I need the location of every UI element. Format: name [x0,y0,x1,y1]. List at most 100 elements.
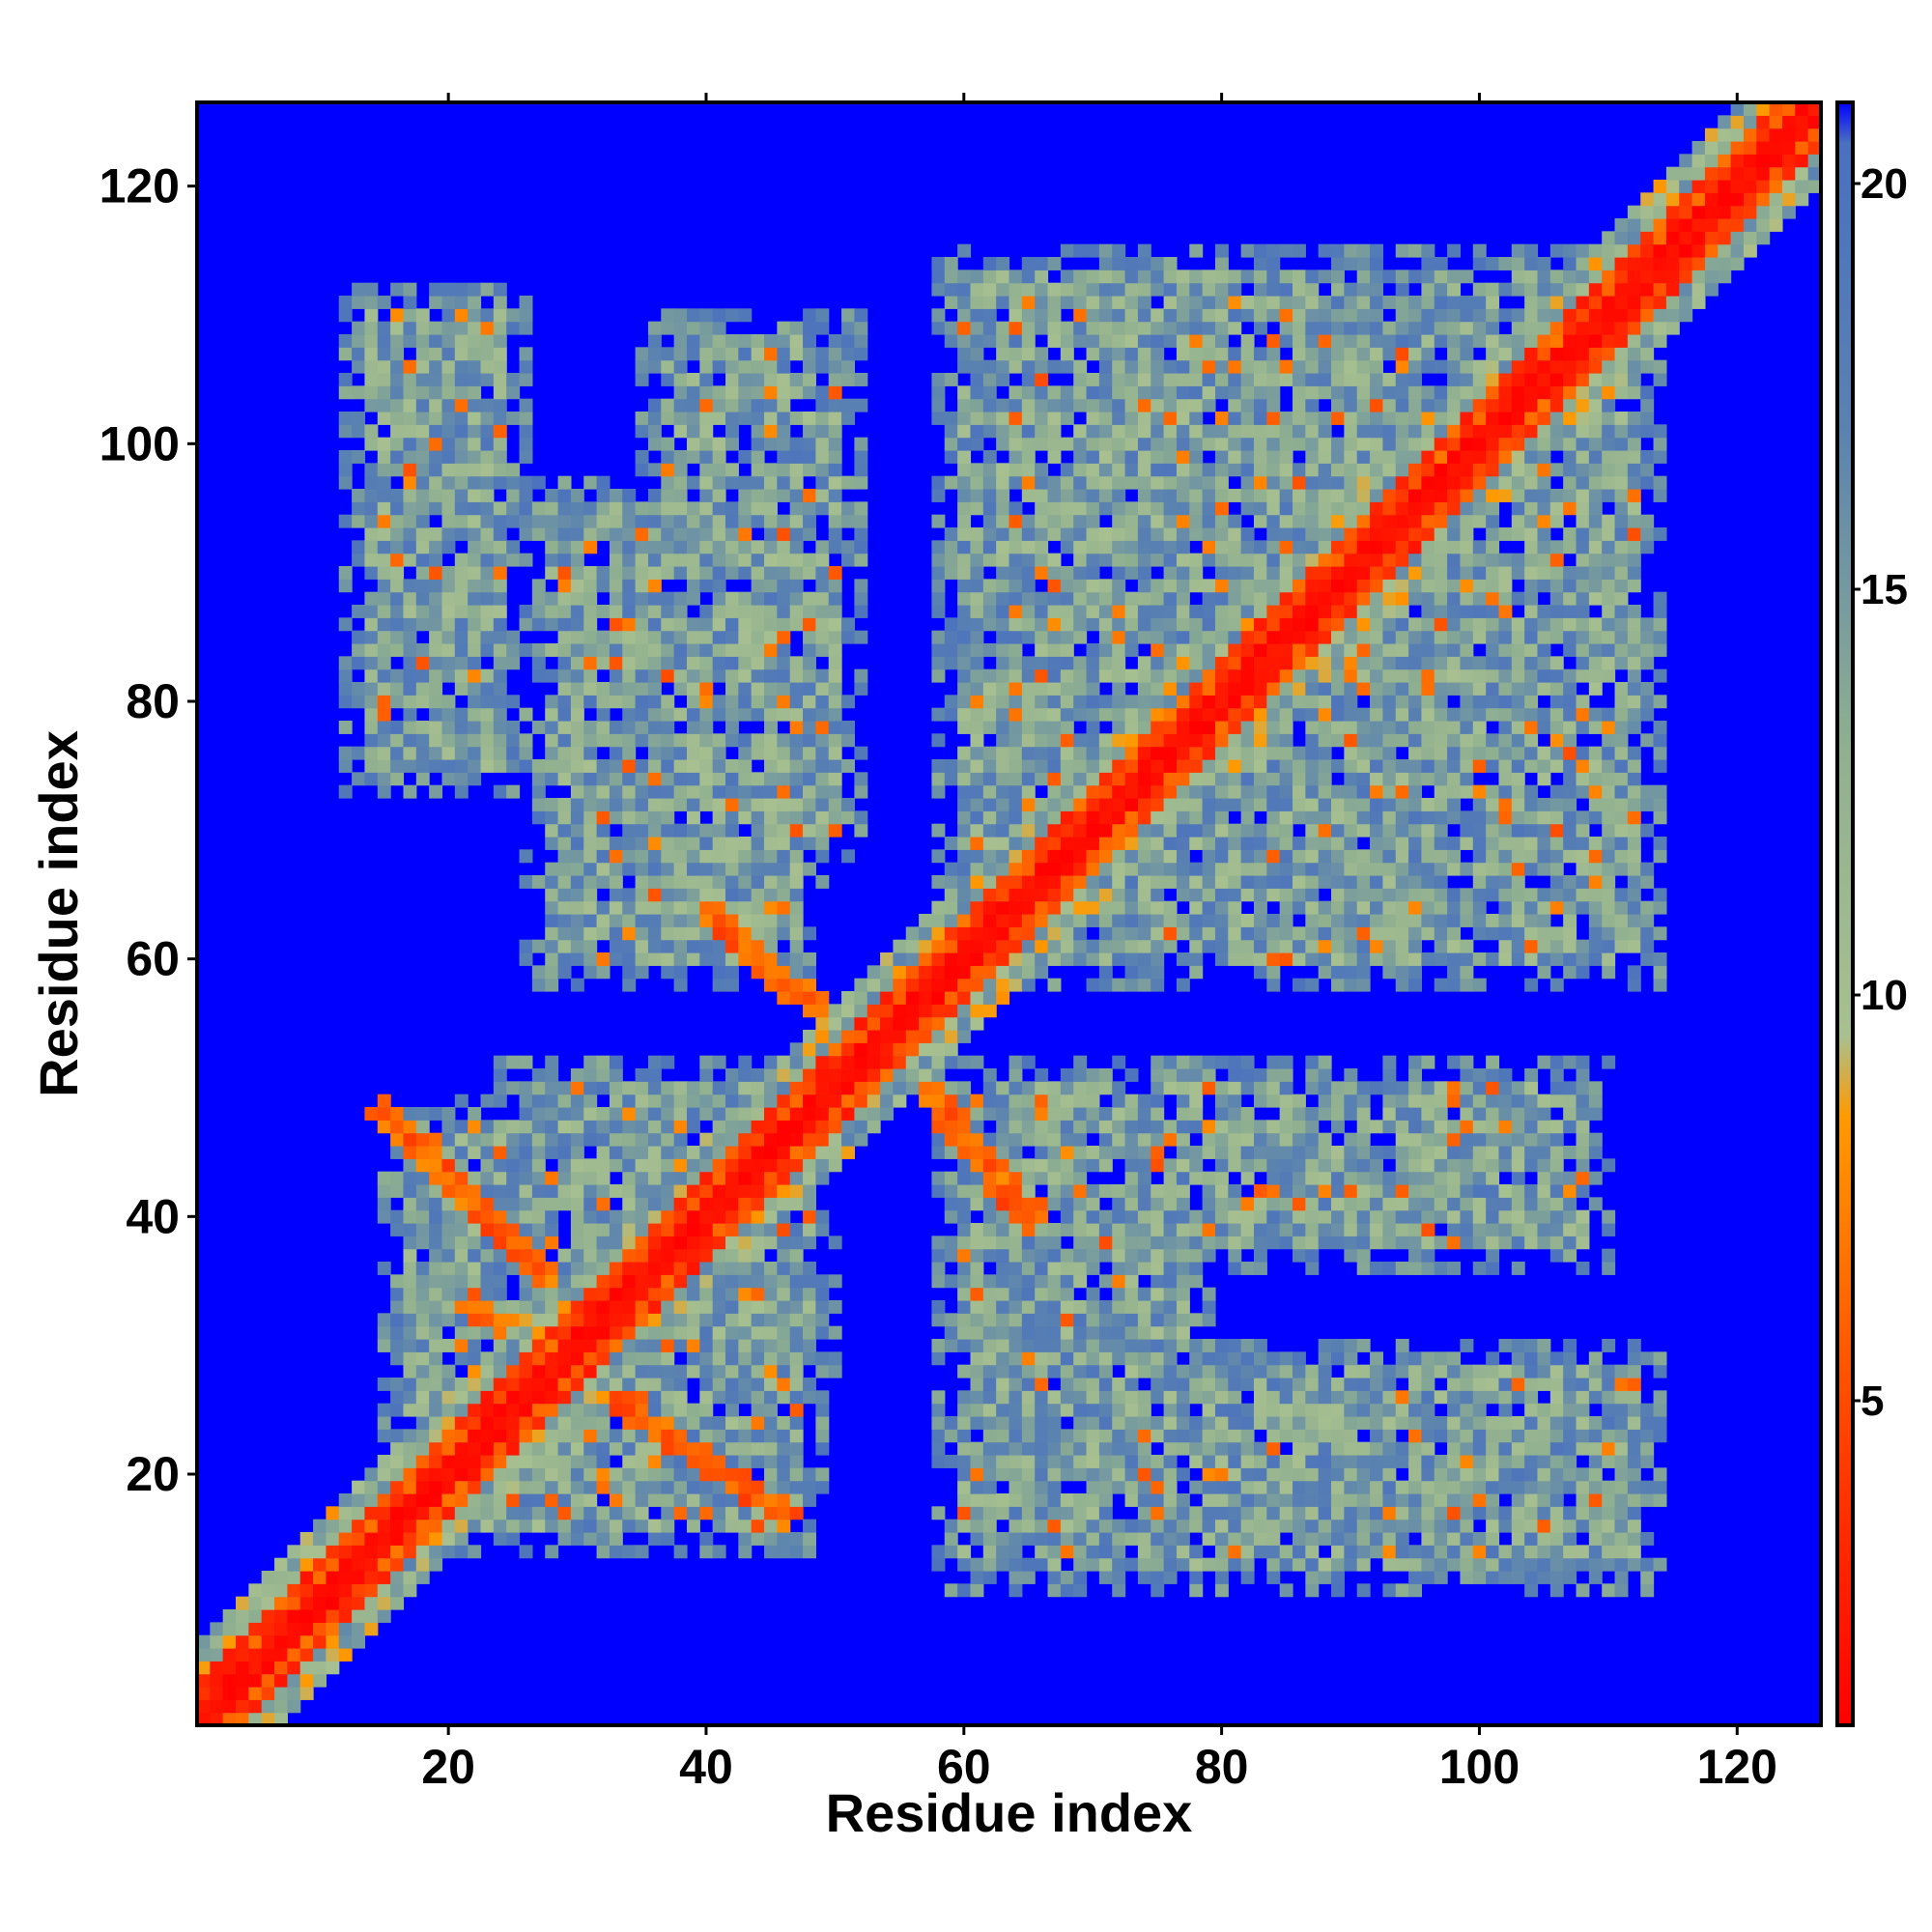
heatmap-cell [1137,656,1151,670]
heatmap-cell [1137,308,1151,323]
heatmap-cell [1151,784,1165,799]
heatmap-cell [557,1416,572,1430]
heatmap-cell [996,321,1010,335]
heatmap-cell [1112,1146,1126,1159]
heatmap-cell [1035,1416,1049,1430]
heatmap-cell [699,450,714,464]
heatmap-cell [415,733,430,748]
heatmap-cell [596,1171,611,1185]
heatmap-cell [506,1378,521,1391]
heatmap-cell [531,1158,546,1173]
heatmap-cell [1163,721,1178,734]
heatmap-cell [944,1197,958,1211]
heatmap-cell [970,1004,984,1018]
heatmap-cell [1098,1455,1113,1468]
heatmap-cell [777,1493,791,1507]
heatmap-cell [1189,707,1204,722]
heatmap-cell [557,849,572,864]
heatmap-cell [1137,282,1151,297]
heatmap-cell [429,1390,443,1405]
heatmap-cell [570,1429,584,1443]
heatmap-cell [724,668,739,683]
heatmap-cell [493,501,507,516]
heatmap-cell [1176,1390,1190,1405]
heatmap-cell [1112,270,1126,284]
heatmap-cell [893,1042,907,1057]
heatmap-cell [1098,1467,1113,1482]
heatmap-cell [867,1107,881,1121]
heatmap-cell [338,347,353,361]
heatmap-cell [751,1197,765,1211]
heatmap-cell [1137,849,1151,864]
heatmap-cell [751,334,765,348]
heatmap-cell [441,605,456,618]
heatmap-cell [545,1120,559,1134]
heatmap-cell [970,643,984,657]
heatmap-cell [415,656,430,670]
heatmap-cell [764,463,778,477]
heatmap-cell [724,463,739,477]
heatmap-cell [1163,1557,1178,1572]
heatmap-cell [415,514,430,528]
heatmap-cell [957,308,972,323]
heatmap-cell [429,721,443,734]
heatmap-cell [1098,862,1113,876]
heatmap-cell [815,1313,830,1327]
heatmap-cell [441,385,456,400]
heatmap-cell [1009,514,1023,528]
heatmap-cell [789,721,804,734]
heatmap-cell [982,553,997,567]
heatmap-cell [777,412,791,425]
heatmap-cell [403,1545,417,1559]
heatmap-cell [1176,1403,1190,1417]
heatmap-cell [1137,1209,1151,1224]
heatmap-cell [982,1287,997,1301]
heatmap-cell [789,1390,804,1405]
heatmap-cell [557,1364,572,1378]
heatmap-cell [789,553,804,567]
heatmap-cell [570,1325,584,1340]
heatmap-cell [635,656,649,670]
heatmap-cell [661,784,675,799]
heatmap-cell [931,991,946,1005]
heatmap-cell [647,798,662,811]
heatmap-cell [545,759,559,773]
heatmap-cell [1202,1236,1216,1250]
heatmap-cell [274,1596,288,1610]
heatmap-cell [1124,321,1139,335]
heatmap-cell [1086,321,1100,335]
heatmap-cell [673,900,688,915]
heatmap-cell [1151,707,1165,722]
heatmap-cell [764,1519,778,1533]
heatmap-cell [468,682,482,696]
heatmap-cell [1035,926,1049,941]
heatmap-cell [764,965,778,980]
heatmap-cell [1137,424,1151,439]
heatmap-cell [1112,605,1126,618]
heatmap-cell [236,1609,249,1623]
heatmap-cell [506,1455,521,1468]
heatmap-cell [1112,682,1126,696]
heatmap-cell [377,359,391,374]
heatmap-cell [468,398,482,412]
heatmap-cell [1009,1158,1023,1173]
heatmap-cell [1021,1364,1036,1378]
heatmap-cell [377,605,391,618]
heatmap-cell [1202,862,1216,876]
heatmap-cell [803,759,816,773]
heatmap-cell [338,746,353,760]
heatmap-cell [531,668,546,683]
heatmap-cell [686,1107,700,1121]
heatmap-cell [1086,1403,1100,1417]
heatmap-cell [724,1390,739,1405]
heatmap-cell [803,1197,816,1211]
heatmap-cell [519,1506,533,1520]
heatmap-cell [570,823,584,838]
heatmap-cell [789,373,804,386]
heatmap-cell [970,1107,984,1121]
heatmap-cell [519,424,533,439]
heatmap-cell [803,463,816,477]
heatmap-cell [1060,1223,1074,1236]
heatmap-cell [1124,759,1139,773]
heatmap-cell [673,849,688,864]
